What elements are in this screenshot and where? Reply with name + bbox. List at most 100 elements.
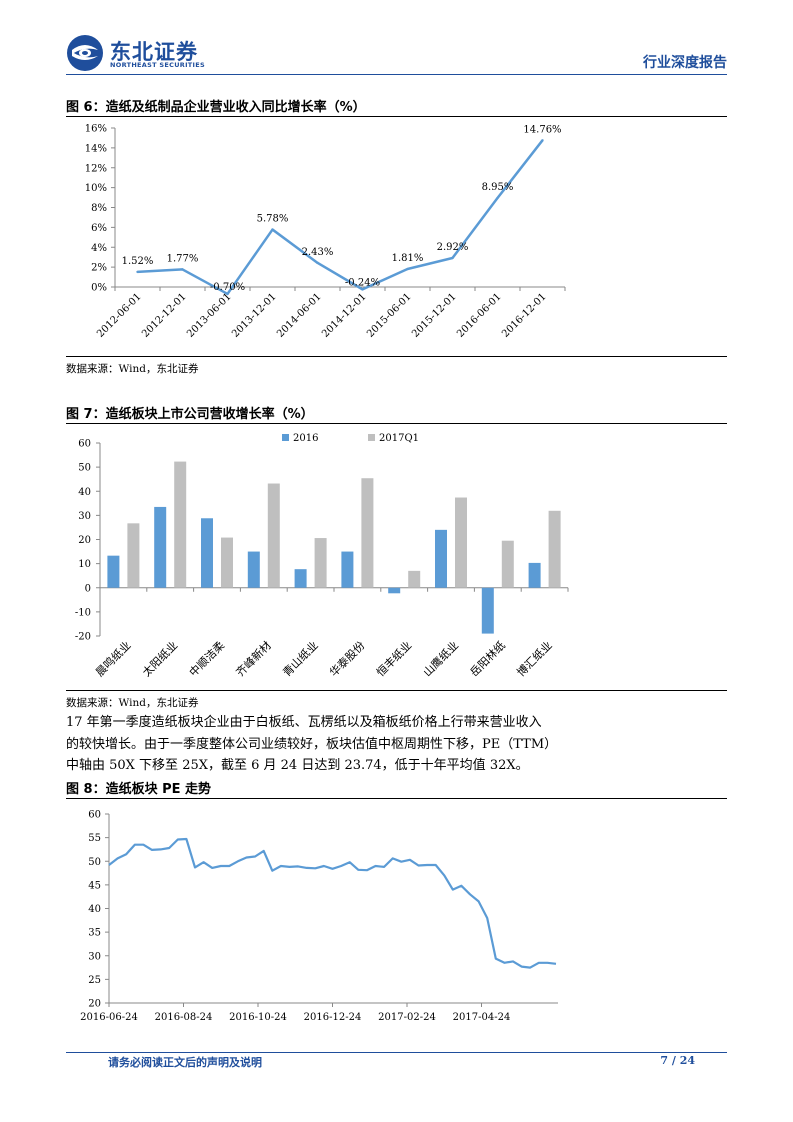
x-tick-label: 2015-06-01 bbox=[365, 291, 414, 340]
bar-series2 bbox=[408, 570, 421, 588]
y-tick-label: 0% bbox=[91, 283, 107, 294]
x-tick-label: 2016-10-24 bbox=[229, 1012, 287, 1023]
bar-series2 bbox=[127, 523, 140, 588]
data-point bbox=[226, 292, 229, 296]
data-point bbox=[406, 267, 409, 271]
fig6-source: 数据来源：Wind，东北证券 bbox=[66, 363, 199, 375]
paragraph-line: 中轴由 50X 下移至 25X，截至 6 月 24 日达到 23.74，低于十年… bbox=[66, 758, 529, 773]
bar-series2 bbox=[174, 461, 187, 588]
data-label: 1.81% bbox=[392, 253, 424, 264]
legend-label: 2017Q1 bbox=[379, 433, 419, 444]
fig7-bottom-rule bbox=[66, 690, 727, 691]
bar-series1 bbox=[294, 569, 307, 588]
data-point bbox=[271, 228, 274, 231]
fig8-top-rule bbox=[66, 798, 727, 799]
y-tick-label: 20 bbox=[78, 535, 91, 546]
x-tick-label: 2016-08-24 bbox=[155, 1012, 213, 1023]
legend-label: 2016 bbox=[293, 433, 318, 444]
y-tick-label: 50 bbox=[78, 463, 91, 474]
y-tick-label: 0 bbox=[85, 583, 91, 594]
fig6-chart: 0% 2% 4% 6% 8% 10% 12% 14% 16% 2012-06-012012-12-… bbox=[85, 124, 566, 340]
data-point bbox=[136, 270, 139, 274]
fig7-top-rule bbox=[66, 423, 727, 424]
x-tick-label: 2012-06-01 bbox=[95, 291, 144, 340]
bar-series1 bbox=[435, 529, 447, 588]
brand-logo: 东北证券 NORTHEAST SECURITIES bbox=[66, 34, 226, 74]
fig8-title: 图 8：造纸板块 PE 走势 bbox=[66, 782, 212, 797]
y-tick-label: 25 bbox=[88, 975, 101, 986]
y-tick-label: 20 bbox=[88, 999, 101, 1010]
data-label: -0.70% bbox=[210, 282, 245, 293]
footer-divider bbox=[66, 1052, 727, 1053]
x-tick-label: 2014-12-01 bbox=[320, 291, 369, 340]
x-tick-label: 太阳纸业 bbox=[140, 639, 180, 679]
fig6-bottom-rule bbox=[66, 356, 727, 357]
data-label: 5.78% bbox=[257, 214, 289, 225]
x-tick-label: 2016-12-01 bbox=[500, 291, 549, 340]
x-tick-label: 2013-12-01 bbox=[230, 291, 279, 340]
data-label: 2.43% bbox=[302, 247, 334, 258]
bar-series1 bbox=[247, 551, 260, 588]
y-tick-label: 10 bbox=[78, 559, 91, 570]
logo-english-name: NORTHEAST SECURITIES bbox=[110, 61, 205, 69]
data-point bbox=[541, 139, 544, 142]
data-label: 2.92% bbox=[437, 242, 469, 253]
y-tick-label: 40 bbox=[78, 487, 91, 498]
fig7-title: 图 7：造纸板块上市公司营收增长率（%） bbox=[66, 407, 314, 422]
body-paragraph: 17 年第一季度造纸板块企业由于白板纸、瓦楞纸以及箱板纸价格上行带来营业收入 的… bbox=[66, 712, 586, 777]
x-tick-label: 博汇纸业 bbox=[514, 639, 554, 679]
y-tick-label: 50 bbox=[88, 857, 101, 868]
legend-swatch bbox=[282, 434, 289, 441]
series-line bbox=[108, 837, 557, 969]
bar-series1 bbox=[107, 555, 120, 588]
x-tick-label: 恒丰纸业 bbox=[374, 639, 414, 679]
x-tick-label: 岳阳林纸 bbox=[467, 638, 508, 679]
bar-series2 bbox=[314, 538, 327, 588]
y-tick-label: 35 bbox=[88, 928, 101, 939]
logo-chinese-name: 东北证券 bbox=[110, 40, 198, 64]
data-label: 8.95% bbox=[482, 182, 514, 193]
x-tick-label: 2012-12-01 bbox=[140, 291, 189, 340]
y-tick-label: 55 bbox=[88, 833, 101, 844]
data-label: 14.76% bbox=[523, 124, 561, 135]
bar-series2 bbox=[221, 537, 233, 588]
y-tick-label: 60 bbox=[88, 810, 101, 821]
logo-emblem-icon bbox=[67, 35, 103, 71]
paragraph-line: 的较快增长。由于一季度整体公司业绩较好，板块估值中枢周期性下移，PE（TTM） bbox=[66, 736, 558, 752]
x-tick-label: 华泰股份 bbox=[327, 638, 368, 679]
fig7-source: 数据来源：Wind，东北证券 bbox=[66, 697, 199, 709]
x-tick-label: 2016-06-01 bbox=[455, 291, 504, 340]
y-tick-label: 30 bbox=[78, 511, 91, 522]
x-tick-label: 2013-06-01 bbox=[185, 291, 234, 340]
bar-series2 bbox=[267, 483, 280, 588]
y-tick-label: 60 bbox=[78, 439, 91, 450]
bar-series2 bbox=[501, 540, 514, 588]
x-tick-label: 山鹰纸业 bbox=[420, 638, 461, 679]
data-point bbox=[451, 256, 454, 260]
header-divider bbox=[66, 74, 727, 75]
y-tick-label: -20 bbox=[75, 632, 91, 643]
y-tick-label: 45 bbox=[88, 880, 101, 891]
data-point bbox=[496, 196, 499, 200]
fig6-title: 图 6：造纸及纸制品企业营业收入同比增长率（%） bbox=[66, 100, 366, 115]
page-number: 7 / 24 bbox=[660, 1054, 695, 1067]
bar-series1 bbox=[388, 587, 401, 594]
y-tick-label: 40 bbox=[88, 904, 101, 915]
report-type: 行业深度报告 bbox=[643, 55, 727, 71]
y-tick-label: 8% bbox=[91, 203, 107, 214]
bar-series1 bbox=[154, 506, 167, 588]
series-line bbox=[137, 139, 544, 296]
paragraph-line: 17 年第一季度造纸板块企业由于白板纸、瓦楞纸以及箱板纸价格上行带来营业收入 bbox=[66, 715, 542, 730]
y-tick-label: 16% bbox=[85, 124, 107, 135]
y-tick-label: 30 bbox=[88, 951, 101, 962]
bar-series1 bbox=[341, 551, 354, 588]
bar-series2 bbox=[548, 510, 561, 588]
data-label: -0.24% bbox=[345, 277, 380, 288]
legend-swatch bbox=[368, 434, 375, 441]
x-tick-label: 2016-12-24 bbox=[304, 1012, 362, 1023]
bar-series1 bbox=[481, 587, 494, 634]
x-tick-label: 2017-02-24 bbox=[378, 1012, 436, 1023]
data-point bbox=[361, 288, 364, 291]
y-tick-label: 4% bbox=[91, 243, 107, 254]
fig6-top-rule bbox=[66, 116, 727, 117]
